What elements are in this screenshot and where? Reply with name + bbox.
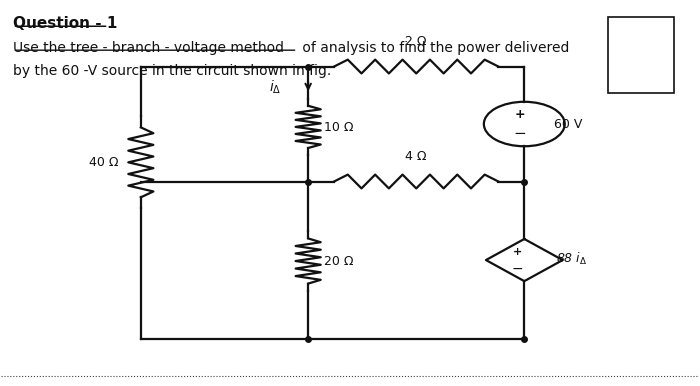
Text: 20 Ω: 20 Ω [323, 255, 353, 268]
Text: Use the tree - branch - voltage method: Use the tree - branch - voltage method [13, 41, 284, 54]
Text: $i_{\Delta}$: $i_{\Delta}$ [270, 78, 281, 96]
Text: 10 Ω: 10 Ω [323, 120, 353, 134]
Text: 7: 7 [636, 65, 646, 83]
Text: 88 $i_{\Delta}$: 88 $i_{\Delta}$ [556, 251, 588, 267]
Text: −: − [512, 261, 523, 276]
Text: +: + [514, 108, 526, 121]
Text: 60 V: 60 V [554, 117, 582, 130]
Text: 40 Ω: 40 Ω [89, 156, 118, 169]
Text: of analysis to find the power delivered: of analysis to find the power delivered [298, 41, 570, 54]
Text: −: − [514, 127, 526, 142]
Text: Question - 1: Question - 1 [13, 16, 117, 31]
Text: 2 Ω: 2 Ω [405, 35, 427, 48]
Text: by the 60 -V source in the circuit shown in fig.: by the 60 -V source in the circuit shown… [13, 64, 331, 78]
Text: 4 Ω: 4 Ω [405, 150, 427, 163]
Text: +: + [512, 247, 522, 257]
